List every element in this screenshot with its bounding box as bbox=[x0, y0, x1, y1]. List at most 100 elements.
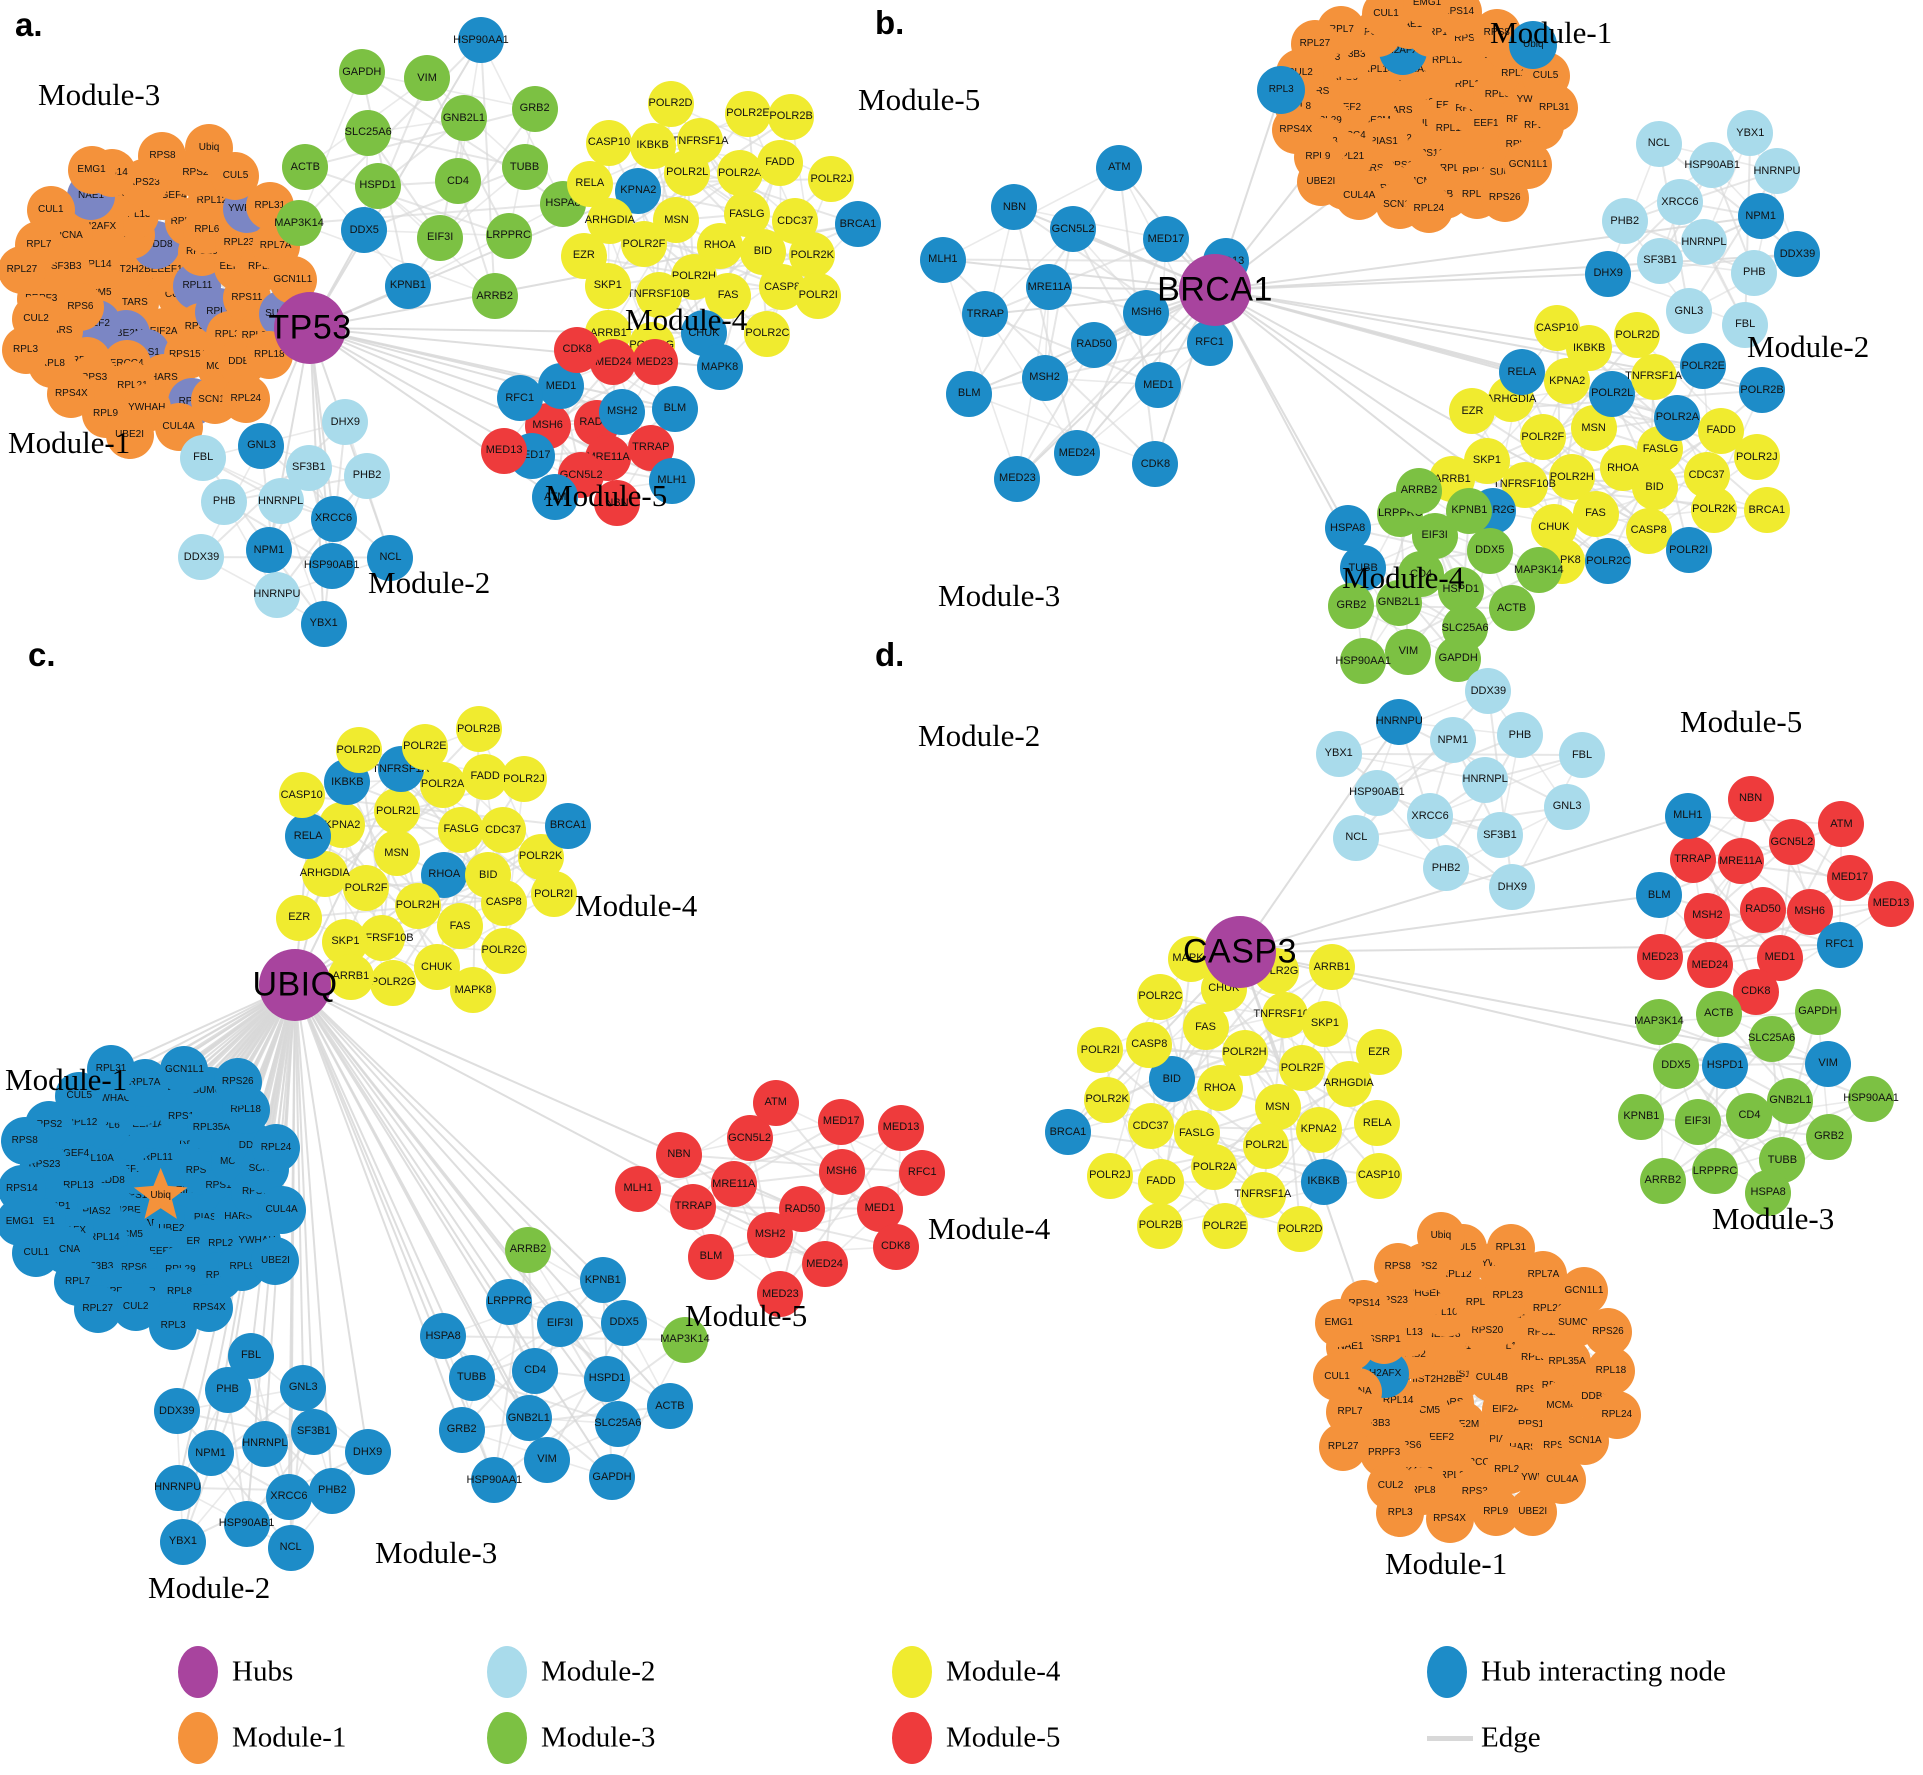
node-TNFRSF1A[interactable]: TNFRSF1A bbox=[1625, 353, 1682, 400]
node-POLR2E[interactable]: POLR2E bbox=[401, 723, 448, 770]
node-ARRB1[interactable]: ARRB1 bbox=[327, 953, 374, 1000]
node-POLR2B[interactable]: POLR2B bbox=[1137, 1202, 1184, 1249]
node-CDK8[interactable]: CDK8 bbox=[1132, 441, 1179, 487]
node-POLR2L[interactable]: POLR2L bbox=[374, 788, 421, 835]
node-MED17[interactable]: MED17 bbox=[818, 1098, 865, 1145]
node-GAPDH[interactable]: GAPDH bbox=[588, 1454, 635, 1501]
node-XRCC6[interactable]: XRCC6 bbox=[1407, 793, 1454, 840]
node-RAD50[interactable]: RAD50 bbox=[1740, 886, 1787, 933]
node-EZR[interactable]: EZR bbox=[560, 232, 607, 279]
node-NCL[interactable]: NCL bbox=[1635, 120, 1682, 167]
node-POLR2E[interactable]: POLR2E bbox=[724, 90, 771, 137]
node-MAPK8[interactable]: MAPK8 bbox=[696, 344, 743, 391]
node-POLR2K[interactable]: POLR2K bbox=[1084, 1076, 1131, 1123]
node-CD4[interactable]: CD4 bbox=[435, 158, 481, 205]
node-GRB2[interactable]: GRB2 bbox=[438, 1406, 485, 1453]
node-MLH1[interactable]: MLH1 bbox=[919, 236, 966, 283]
node-POLR2C[interactable]: POLR2C bbox=[1585, 538, 1632, 585]
node-ARRB2[interactable]: ARRB2 bbox=[471, 273, 518, 320]
node-RPS26[interactable]: RPS26 bbox=[1480, 173, 1529, 222]
node-POLR2D[interactable]: POLR2D bbox=[1277, 1206, 1324, 1253]
node-POLR2B[interactable]: POLR2B bbox=[455, 706, 502, 753]
node-TRRAP[interactable]: TRRAP bbox=[1669, 836, 1716, 883]
node-HSPA8[interactable]: HSPA8 bbox=[420, 1313, 467, 1360]
node-NPM1[interactable]: NPM1 bbox=[1737, 193, 1784, 240]
node-CUL4A[interactable]: CUL4A bbox=[257, 1185, 306, 1234]
node-ACTB[interactable]: ACTB bbox=[282, 144, 329, 191]
hub-node-TP53[interactable] bbox=[274, 292, 346, 364]
node-DHX9[interactable]: DHX9 bbox=[322, 399, 369, 446]
node-POLR2K[interactable]: POLR2K bbox=[789, 232, 836, 279]
node-SF3B1[interactable]: SF3B1 bbox=[1476, 812, 1523, 859]
node-MED24[interactable]: MED24 bbox=[801, 1241, 848, 1288]
node-NBN[interactable]: NBN bbox=[655, 1131, 702, 1178]
node-HSP90AA1[interactable]: HSP90AA1 bbox=[467, 1457, 522, 1504]
node-RPS4X[interactable]: RPS4X bbox=[47, 369, 96, 418]
node-ATM[interactable]: ATM bbox=[1096, 144, 1143, 191]
node-Ubiq[interactable]: Ubiq bbox=[185, 124, 234, 173]
node-ATM[interactable]: ATM bbox=[1818, 801, 1865, 848]
node-RFC1[interactable]: RFC1 bbox=[496, 375, 543, 422]
node-GCN1L1[interactable]: GCN1L1 bbox=[1559, 1266, 1608, 1315]
node-CASP10[interactable]: CASP10 bbox=[278, 772, 325, 819]
node-RPS8[interactable]: RPS8 bbox=[1373, 1243, 1422, 1292]
node-RPL27[interactable]: RPL27 bbox=[1319, 1422, 1368, 1471]
node-Ubiq[interactable]: Ubiq bbox=[1416, 1211, 1465, 1260]
node-HSPD1[interactable]: HSPD1 bbox=[584, 1355, 631, 1402]
node-POLR2J[interactable]: POLR2J bbox=[1733, 434, 1780, 481]
node-NPM1[interactable]: NPM1 bbox=[245, 527, 292, 574]
node-RPL24[interactable]: RPL24 bbox=[1404, 185, 1453, 234]
node-HSP90AB1[interactable]: HSP90AB1 bbox=[219, 1500, 274, 1547]
node-RPL31[interactable]: RPL31 bbox=[1486, 1224, 1535, 1273]
node-GNL3[interactable]: GNL3 bbox=[1665, 288, 1712, 335]
node-LRPPRC[interactable]: LRPPRC bbox=[486, 1278, 533, 1325]
node-MED23[interactable]: MED23 bbox=[1637, 934, 1684, 981]
node-PHB[interactable]: PHB bbox=[1731, 249, 1778, 296]
node-POLR2L[interactable]: POLR2L bbox=[1589, 370, 1636, 417]
node-GNB2L1[interactable]: GNB2L1 bbox=[440, 95, 487, 142]
node-BRCA1[interactable]: BRCA1 bbox=[545, 802, 592, 849]
node-PHB2[interactable]: PHB2 bbox=[1601, 198, 1648, 245]
node-HNRNPL[interactable]: HNRNPL bbox=[1680, 219, 1727, 266]
node-ARRB2[interactable]: ARRB2 bbox=[1639, 1157, 1686, 1204]
node-RPS4X[interactable]: RPS4X bbox=[1425, 1495, 1474, 1544]
node-POLR2A[interactable]: POLR2A bbox=[1191, 1144, 1238, 1191]
node-HSP90AA1[interactable]: HSP90AA1 bbox=[453, 17, 509, 64]
node-PHB2[interactable]: PHB2 bbox=[1423, 845, 1470, 892]
node-MAP3K14[interactable]: MAP3K14 bbox=[1514, 547, 1564, 594]
node-MED17[interactable]: MED17 bbox=[1826, 854, 1873, 901]
node-MED23[interactable]: MED23 bbox=[631, 339, 678, 386]
node-RPS26[interactable]: RPS26 bbox=[213, 1057, 262, 1106]
node-ARRB2[interactable]: ARRB2 bbox=[505, 1226, 552, 1273]
node-POLR2A[interactable]: POLR2A bbox=[716, 150, 763, 197]
node-EZR[interactable]: EZR bbox=[1449, 388, 1496, 434]
node-SF3B1[interactable]: SF3B1 bbox=[1637, 237, 1684, 284]
node-UBE2I[interactable]: UBE2I bbox=[1296, 158, 1345, 207]
node-RPL3[interactable]: RPL3 bbox=[149, 1301, 198, 1350]
node-FASLG[interactable]: FASLG bbox=[438, 806, 485, 853]
node-GNL3[interactable]: GNL3 bbox=[1544, 783, 1591, 830]
node-YBX1[interactable]: YBX1 bbox=[300, 600, 347, 647]
node-POLR2F[interactable]: POLR2F bbox=[1279, 1045, 1326, 1092]
node-VIM[interactable]: VIM bbox=[404, 55, 451, 102]
node-DHX9[interactable]: DHX9 bbox=[1489, 864, 1536, 911]
node-YBX1[interactable]: YBX1 bbox=[159, 1518, 206, 1565]
node-YBX1[interactable]: YBX1 bbox=[1315, 730, 1362, 777]
node-HSPD1[interactable]: HSPD1 bbox=[1702, 1042, 1749, 1089]
node-RELA[interactable]: RELA bbox=[1498, 349, 1545, 396]
node-PHB[interactable]: PHB bbox=[1496, 712, 1543, 759]
node-KPNA2[interactable]: KPNA2 bbox=[1295, 1106, 1342, 1153]
node-MAPK8[interactable]: MAPK8 bbox=[450, 967, 497, 1014]
node-RPL24[interactable]: RPL24 bbox=[221, 375, 270, 424]
node-POLR2H[interactable]: POLR2H bbox=[1221, 1029, 1268, 1076]
node-CDC37[interactable]: CDC37 bbox=[1127, 1103, 1174, 1150]
node-BLM[interactable]: BLM bbox=[651, 385, 698, 432]
node-RPS8[interactable]: RPS8 bbox=[138, 132, 187, 181]
node-DDX39[interactable]: DDX39 bbox=[1465, 668, 1512, 715]
node-FADD[interactable]: FADD bbox=[756, 139, 803, 186]
node-SKP1[interactable]: SKP1 bbox=[1301, 1000, 1348, 1047]
node-TNFRSF10B[interactable]: TNFRSF10B bbox=[1253, 991, 1316, 1038]
node-TRRAP[interactable]: TRRAP bbox=[962, 291, 1009, 338]
node-GRB2[interactable]: GRB2 bbox=[511, 85, 558, 132]
node-NCL[interactable]: NCL bbox=[267, 1524, 314, 1571]
